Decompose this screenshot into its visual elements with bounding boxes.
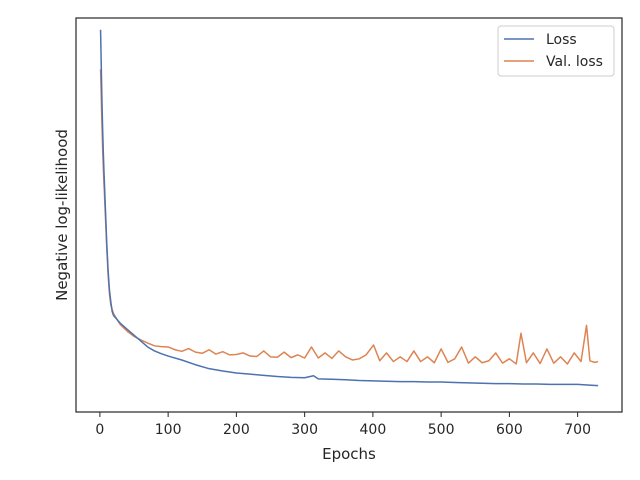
series-line-loss xyxy=(99,29,599,387)
x-axis-ticks: 0 100 200 300 400 500 600 700 xyxy=(95,412,591,438)
series-layer xyxy=(99,29,599,387)
legend-label: Val. loss xyxy=(546,54,603,70)
x-tick-label: 600 xyxy=(496,422,523,438)
x-axis-label: Epochs xyxy=(322,445,376,463)
plot-area xyxy=(75,17,623,413)
legend-label: Loss xyxy=(546,32,577,48)
legend-entries: Loss Val. loss xyxy=(504,32,603,70)
legend: Loss Val. loss xyxy=(497,25,615,77)
x-tick-label: 300 xyxy=(291,422,318,438)
y-axis-label: Negative log-likelihood xyxy=(53,129,71,301)
x-tick-label: 0 xyxy=(95,422,104,438)
x-tick-label: 700 xyxy=(564,422,591,438)
series-line-val-loss xyxy=(99,69,599,365)
plot-frame xyxy=(75,17,623,413)
x-tick-label: 400 xyxy=(360,422,387,438)
x-tick-label: 500 xyxy=(428,422,455,438)
x-tick-label: 200 xyxy=(223,422,250,438)
x-tick-label: 100 xyxy=(155,422,182,438)
